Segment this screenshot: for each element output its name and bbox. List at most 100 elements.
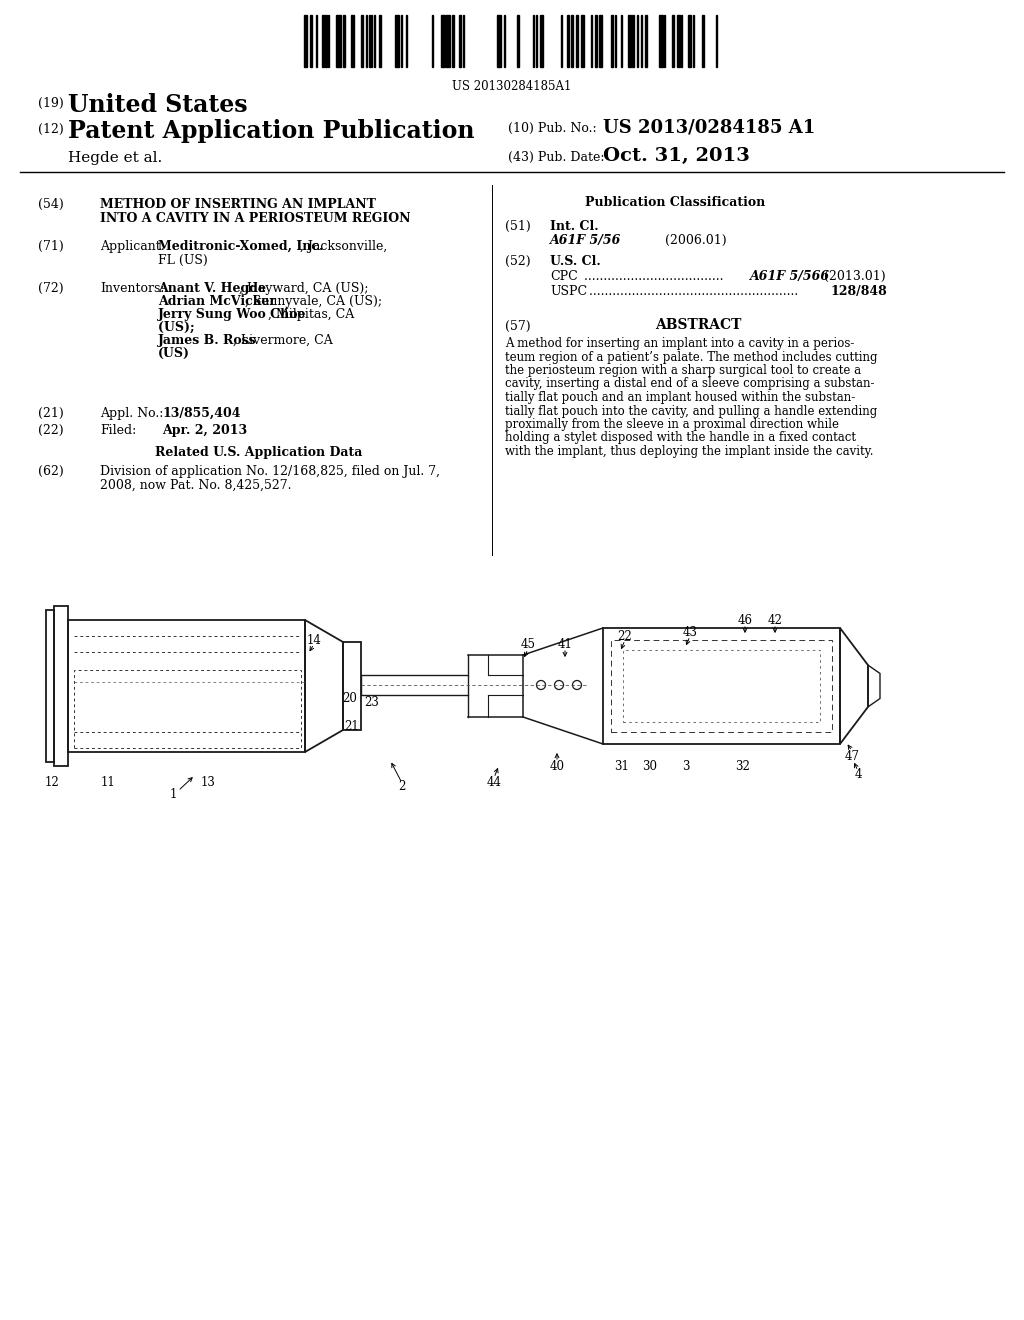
Text: , Livermore, CA: , Livermore, CA: [233, 334, 333, 347]
Text: CPC: CPC: [550, 271, 578, 282]
Text: ABSTRACT: ABSTRACT: [655, 318, 741, 333]
Text: 3: 3: [682, 760, 690, 774]
Text: 44: 44: [486, 776, 502, 788]
Text: USPC: USPC: [550, 285, 587, 298]
Bar: [46, 610, 54, 762]
Text: 40: 40: [550, 759, 564, 772]
Bar: [688, 15, 691, 67]
Text: 21: 21: [345, 719, 359, 733]
Text: (2013.01): (2013.01): [820, 271, 886, 282]
Text: 13/855,404: 13/855,404: [162, 407, 241, 420]
Bar: [68, 620, 305, 752]
Text: A61F 5/566: A61F 5/566: [750, 271, 830, 282]
Text: 2: 2: [398, 780, 406, 793]
Text: (62): (62): [38, 465, 63, 478]
Text: (54): (54): [38, 198, 63, 211]
Bar: [702, 15, 705, 67]
Text: 14: 14: [306, 634, 322, 647]
Bar: [304, 15, 307, 67]
Text: Meditronic-Xomed, Inc.: Meditronic-Xomed, Inc.: [158, 240, 324, 253]
Bar: [575, 15, 578, 67]
Text: , Milpitas, CA: , Milpitas, CA: [268, 308, 354, 321]
Bar: [361, 15, 362, 67]
Text: , Jacksonville,: , Jacksonville,: [300, 240, 387, 253]
Text: INTO A CAVITY IN A PERIOSTEUM REGION: INTO A CAVITY IN A PERIOSTEUM REGION: [100, 213, 411, 224]
Text: 128/848: 128/848: [830, 285, 887, 298]
Text: , Sunnyvale, CA (US);: , Sunnyvale, CA (US);: [245, 294, 382, 308]
Text: US 2013/0284185 A1: US 2013/0284185 A1: [603, 117, 815, 136]
Bar: [567, 15, 569, 67]
Text: Int. Cl.: Int. Cl.: [550, 220, 599, 234]
Bar: [540, 15, 543, 67]
Bar: [452, 15, 454, 67]
Text: Related U.S. Application Data: Related U.S. Application Data: [155, 446, 362, 459]
Bar: [325, 15, 327, 67]
Bar: [336, 15, 341, 67]
Bar: [659, 15, 663, 67]
Bar: [54, 606, 68, 766]
Text: 22: 22: [617, 630, 633, 643]
Text: (19): (19): [38, 96, 63, 110]
Bar: [632, 15, 634, 67]
Text: 42: 42: [768, 614, 782, 627]
Text: James B. Ross: James B. Ross: [158, 334, 257, 347]
Text: teum region of a patient’s palate. The method includes cutting: teum region of a patient’s palate. The m…: [505, 351, 878, 363]
Text: cavity, inserting a distal end of a sleeve comprising a substan-: cavity, inserting a distal end of a slee…: [505, 378, 874, 391]
Text: 23: 23: [365, 697, 380, 710]
Bar: [571, 15, 573, 67]
Text: ......................................................: ........................................…: [585, 285, 799, 298]
Text: Applicant:: Applicant:: [100, 240, 165, 253]
Bar: [497, 15, 501, 67]
Text: 32: 32: [735, 760, 751, 774]
Text: tially flat pouch into the cavity, and pulling a handle extending: tially flat pouch into the cavity, and p…: [505, 404, 878, 417]
Bar: [361, 675, 468, 696]
Text: (52): (52): [505, 255, 530, 268]
Text: Jerry Sung Woo Choe: Jerry Sung Woo Choe: [158, 308, 306, 321]
Bar: [595, 15, 597, 67]
Text: (57): (57): [505, 319, 530, 333]
Bar: [379, 15, 381, 67]
Text: FL (US): FL (US): [158, 253, 208, 267]
Text: 30: 30: [642, 760, 657, 774]
Text: tially flat pouch and an implant housed within the substan-: tially flat pouch and an implant housed …: [505, 391, 855, 404]
Bar: [395, 15, 399, 67]
Text: (43) Pub. Date:: (43) Pub. Date:: [508, 150, 604, 164]
Text: 41: 41: [557, 638, 572, 651]
Text: United States: United States: [68, 92, 248, 117]
Text: Division of application No. 12/168,825, filed on Jul. 7,: Division of application No. 12/168,825, …: [100, 465, 440, 478]
Bar: [645, 15, 647, 67]
Bar: [446, 15, 450, 67]
Bar: [599, 15, 602, 67]
Bar: [351, 15, 354, 67]
Bar: [74, 671, 301, 748]
Bar: [628, 15, 631, 67]
Text: METHOD OF INSERTING AN IMPLANT: METHOD OF INSERTING AN IMPLANT: [100, 198, 376, 211]
Bar: [310, 15, 312, 67]
Text: Anant V. Hegde: Anant V. Hegde: [158, 282, 266, 294]
Text: 45: 45: [520, 639, 536, 652]
Text: Apr. 2, 2013: Apr. 2, 2013: [162, 424, 247, 437]
Text: proximally from the sleeve in a proximal direction while: proximally from the sleeve in a proximal…: [505, 418, 839, 432]
Text: 1: 1: [169, 788, 177, 801]
Text: (51): (51): [505, 220, 530, 234]
Bar: [517, 15, 519, 67]
Text: Publication Classification: Publication Classification: [585, 195, 765, 209]
Text: A61F 5/56: A61F 5/56: [550, 234, 622, 247]
Text: (72): (72): [38, 282, 63, 294]
Bar: [611, 15, 613, 67]
Text: (21): (21): [38, 407, 63, 420]
Text: Inventors:: Inventors:: [100, 282, 165, 294]
Bar: [611, 640, 831, 733]
Bar: [441, 15, 445, 67]
Bar: [677, 15, 680, 67]
Text: Patent Application Publication: Patent Application Publication: [68, 119, 474, 143]
Text: 47: 47: [845, 750, 859, 763]
Text: A method for inserting an implant into a cavity in a perios-: A method for inserting an implant into a…: [505, 337, 854, 350]
Text: ....................................: ....................................: [580, 271, 724, 282]
Bar: [581, 15, 584, 67]
Bar: [343, 642, 361, 730]
Text: 31: 31: [614, 760, 630, 774]
Text: 46: 46: [737, 614, 753, 627]
Text: with the implant, thus deploying the implant inside the cavity.: with the implant, thus deploying the imp…: [505, 445, 873, 458]
Bar: [672, 15, 674, 67]
